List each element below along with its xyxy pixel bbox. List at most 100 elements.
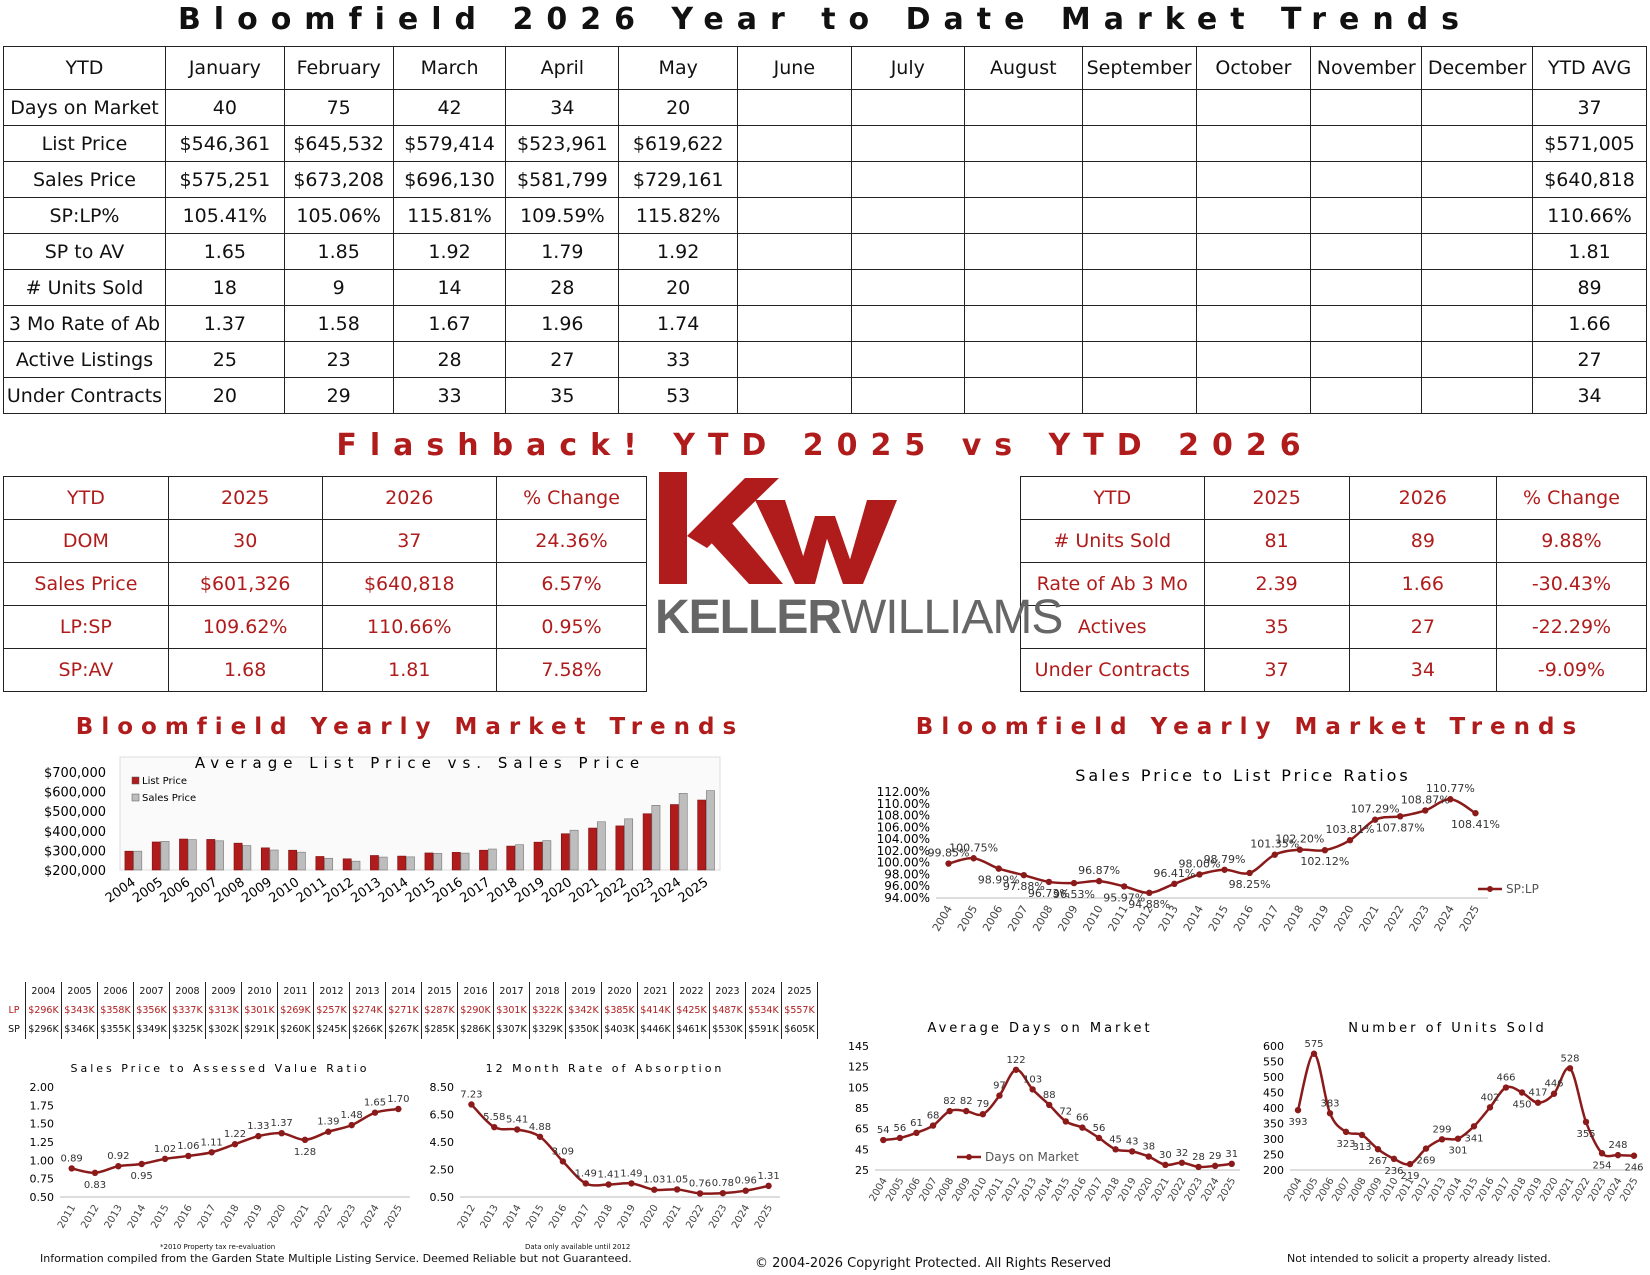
data-label: 0.95 <box>131 1171 153 1182</box>
mini-table-cell: $322K <box>529 1001 566 1020</box>
ytd-table-cell <box>1195 377 1312 414</box>
ytd-table-cell: $546,361 <box>164 125 285 162</box>
section-title-left: Bloomfield Yearly Market Trends <box>75 714 745 740</box>
ytd-table-cell: $619,622 <box>618 125 739 162</box>
ytd-table-cell: 23 <box>283 341 394 378</box>
data-point <box>1422 807 1429 814</box>
ytd-table-cell <box>1310 125 1423 162</box>
bar-list-price <box>697 799 707 871</box>
x-tick-label: 2021 <box>1356 903 1381 934</box>
data-point <box>896 1134 904 1142</box>
ytd-table-header-cell: April <box>505 46 620 90</box>
data-label: 110.77% <box>1426 782 1475 795</box>
y-tick-label: 8.50 <box>430 1081 455 1094</box>
mini-table-cell: $530K <box>709 1020 746 1039</box>
y-tick-label: 500 <box>1263 1071 1284 1084</box>
ytd-table-cell <box>737 197 852 234</box>
flashback-left-cell: LP:SP <box>3 605 169 649</box>
mini-table-cell: $245K <box>313 1020 350 1039</box>
x-tick-label: 2018 <box>593 1203 615 1231</box>
y-tick-label: 550 <box>1263 1056 1284 1069</box>
y-tick-label: 65 <box>855 1123 869 1136</box>
ytd-table-cell: $645,532 <box>283 125 394 162</box>
mini-table-cell: 2013 <box>349 982 386 1001</box>
data-label: 98.25% <box>1229 878 1271 891</box>
ytd-table-cell <box>1081 233 1197 270</box>
data-point <box>696 1190 704 1197</box>
ytd-table-cell <box>1421 197 1534 234</box>
data-point <box>1321 846 1329 854</box>
bar-list-price <box>642 813 652 871</box>
data-label: 4.88 <box>529 1122 551 1133</box>
ytd-table-cell <box>737 125 852 162</box>
data-point <box>1211 1162 1219 1170</box>
flashback-right-cell: 89 <box>1348 519 1497 563</box>
bar-list-price <box>370 855 379 871</box>
data-point <box>1029 1086 1036 1093</box>
mini-table-cell: $325K <box>169 1020 206 1039</box>
flashback-left-row: Sales Price $601,326 $640,818 6.57% <box>3 562 648 606</box>
data-label: 0.92 <box>107 1151 129 1162</box>
ytd-table-cell <box>1195 305 1312 342</box>
data-point <box>536 1133 544 1140</box>
data-label: 1.41 <box>597 1169 619 1180</box>
data-point <box>1550 1090 1558 1097</box>
x-tick-label: 2014 <box>126 1203 148 1231</box>
ytd-table-cell <box>737 305 852 342</box>
ytd-table-cell: 27 <box>1532 341 1647 378</box>
y-tick-label: 112.00% <box>877 785 930 799</box>
bar-sales-price <box>515 844 524 871</box>
ytd-table-cell <box>963 197 1083 234</box>
data-label: 28 <box>1192 1152 1205 1163</box>
data-point <box>1390 1155 1398 1163</box>
ytd-table-cell <box>1310 377 1423 414</box>
bar-sales-price <box>378 856 388 871</box>
x-tick-label: 2010 <box>1080 903 1105 934</box>
x-tick-label: 2016 <box>547 1203 569 1231</box>
mini-table-cell: $257K <box>313 1001 350 1020</box>
x-tick-label: 2022 <box>313 1203 335 1231</box>
data-label: 95.97% <box>1103 891 1145 904</box>
data-point <box>913 1129 920 1136</box>
x-tick-label: 2006 <box>980 903 1005 934</box>
data-label: 45 <box>1109 1134 1122 1145</box>
data-label: 79 <box>976 1099 989 1110</box>
y-tick-label: 106.00% <box>877 820 930 834</box>
data-point <box>1045 878 1053 886</box>
mini-table-year-row: 2004 2005 2006 2007 2008 2009 2010 2011 2012 2013… <box>3 982 818 1001</box>
x-tick-label: 2023 <box>707 1203 729 1231</box>
yearly-lp-sp-table: 2004 2005 2006 2007 2008 2009 2010 2011 2012 2013… <box>3 982 818 1039</box>
flashback-right-row: Rate of Ab 3 Mo 2.39 1.66 -30.43% <box>1020 562 1648 606</box>
absorption-note: Data only available until 2012 <box>525 1243 631 1251</box>
mini-table-cell: $342K <box>565 1001 602 1020</box>
y-tick-label: 94.00% <box>884 891 930 905</box>
mini-table-cell: $285K <box>421 1020 458 1039</box>
data-label: 100.75% <box>949 841 998 854</box>
ytd-table-cell: SP:LP% <box>3 197 166 234</box>
y-tick-label: 450 <box>1263 1087 1284 1100</box>
data-point <box>1447 796 1454 803</box>
x-tick-label: 2019 <box>616 1203 638 1231</box>
ytd-table-header-cell: December <box>1421 46 1534 90</box>
mini-table-cell: $425K <box>673 1001 710 1020</box>
data-point <box>1228 1160 1235 1167</box>
ytd-table-row: 3 Mo Rate of Ab 1.37 1.58 1.67 1.96 1.74 1.66 <box>3 305 1647 342</box>
flashback-title: Flashback! YTD 2025 vs YTD 2026 <box>336 428 1314 463</box>
ytd-table-cell <box>963 377 1083 414</box>
mini-table-cell: $461K <box>673 1020 710 1039</box>
flashback-left-header-cell: % Change <box>495 476 648 520</box>
list-vs-sales-price-chart: Average List Price vs. Sales Price $700,0… <box>44 754 721 906</box>
legend-label: Days on Market <box>985 1150 1079 1164</box>
ytd-table-header-cell: May <box>618 46 739 90</box>
x-tick-label: 2025 <box>1216 1176 1238 1204</box>
mini-table-cell: $356K <box>133 1001 170 1020</box>
bar-list-price <box>451 852 461 871</box>
y-tick-label: 104.00% <box>877 832 930 846</box>
ytd-table-cell <box>1310 197 1423 234</box>
ytd-table-header-cell: October <box>1195 46 1312 90</box>
data-point <box>1012 1066 1020 1073</box>
data-point <box>1070 879 1078 887</box>
ytd-table-cell <box>1195 341 1312 378</box>
mini-table-cell: 2007 <box>133 982 170 1001</box>
ytd-table-cell: 115.82% <box>618 197 739 234</box>
